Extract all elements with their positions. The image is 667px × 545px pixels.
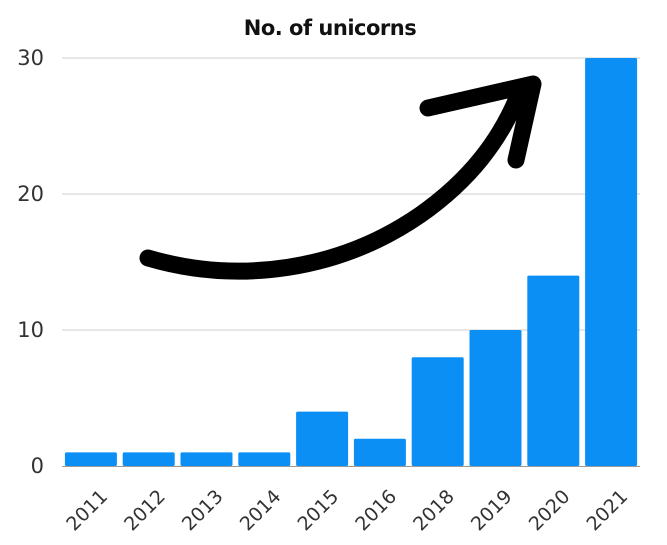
x-tick-label: 2014 xyxy=(236,486,286,536)
bar-2020 xyxy=(527,275,580,466)
chart-title: No. of unicorns xyxy=(244,16,416,40)
y-tick-label: 30 xyxy=(17,46,44,70)
y-tick-label: 10 xyxy=(17,318,44,342)
bars xyxy=(64,58,638,466)
bar-2016 xyxy=(353,438,406,466)
bar-2019 xyxy=(469,330,522,466)
x-tick-label: 2011 xyxy=(62,486,112,536)
x-tick-label: 2021 xyxy=(582,486,632,536)
bar-2013 xyxy=(180,452,233,466)
y-tick-label: 0 xyxy=(31,454,44,478)
y-tick-label: 20 xyxy=(17,182,44,206)
x-tick-label: 2018 xyxy=(409,486,459,536)
x-tick-label: 2016 xyxy=(351,486,401,536)
x-tick-label: 2019 xyxy=(467,486,517,536)
y-axis-ticks: 0 10 20 30 xyxy=(17,46,44,478)
x-tick-label: 2012 xyxy=(120,486,170,536)
bar-2021 xyxy=(585,58,638,466)
x-tick-label: 2013 xyxy=(178,486,228,536)
bar-2012 xyxy=(122,452,175,466)
x-tick-label: 2020 xyxy=(525,486,575,536)
bar-2018 xyxy=(411,357,464,466)
x-tick-label: 2015 xyxy=(293,486,343,536)
bar-2015 xyxy=(296,411,349,466)
bar-2011 xyxy=(64,452,117,466)
bar-2014 xyxy=(238,452,291,466)
x-axis-ticks: 2011 2012 2013 2014 2015 2016 2018 2019 2020 2021 xyxy=(62,486,632,536)
curved-arrow-up-right-icon xyxy=(139,75,542,280)
